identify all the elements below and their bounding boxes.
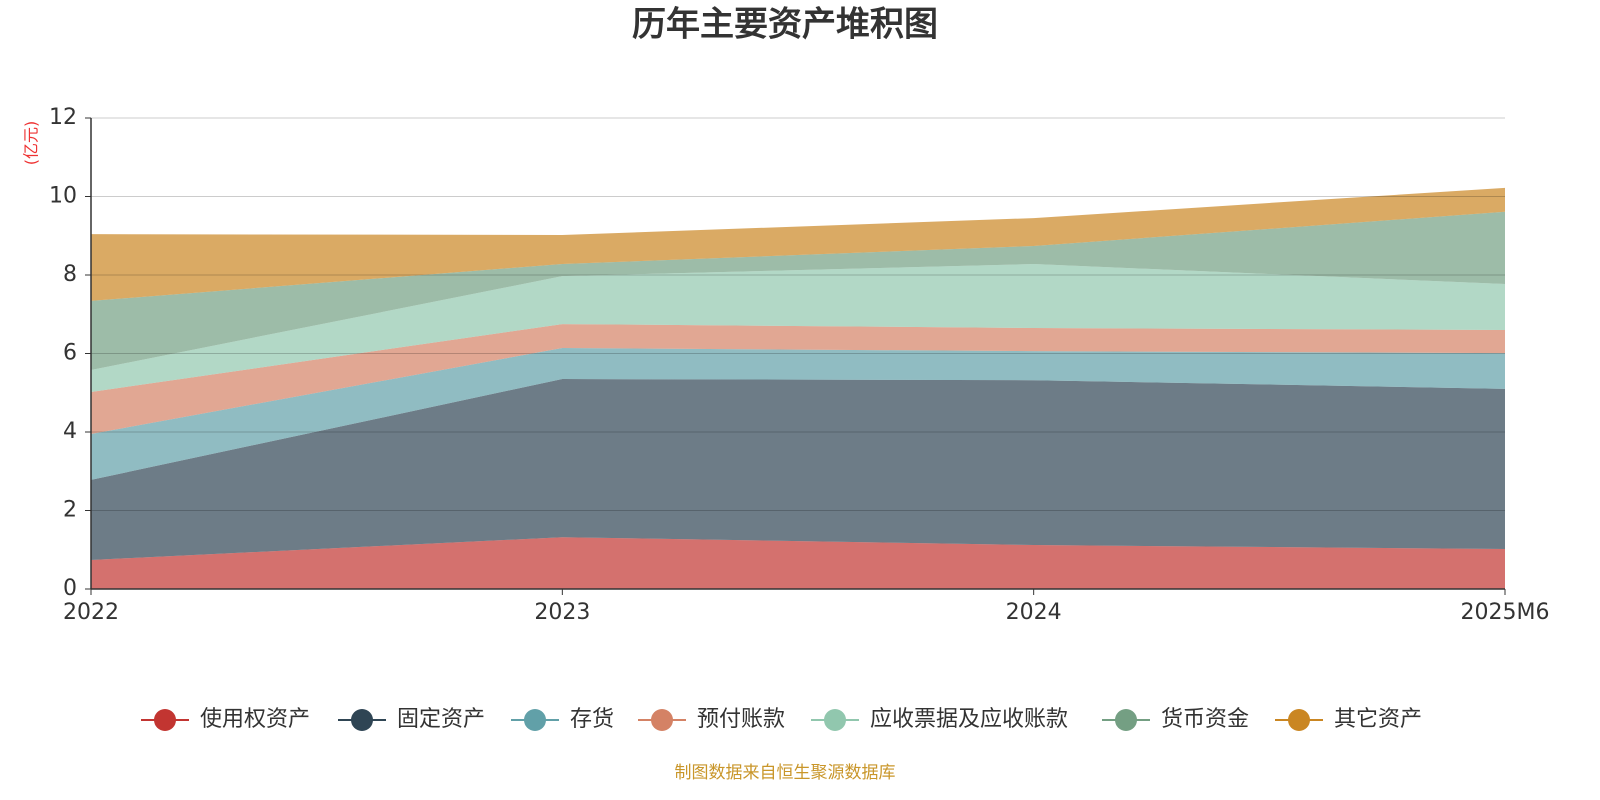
- x-tick-label: 2022: [63, 600, 119, 625]
- legend-label: 固定资产: [397, 707, 485, 732]
- area: [91, 187, 1505, 301]
- legend-marker: [824, 709, 846, 731]
- x-tick-label: 2023: [534, 600, 590, 625]
- legend-label: 应收票据及应收账款: [870, 707, 1068, 732]
- y-tick-label: 6: [63, 341, 77, 366]
- x-tick-label: 2024: [1006, 600, 1062, 625]
- y-axis-label: (亿元): [22, 121, 41, 166]
- y-tick-label: 8: [63, 262, 77, 287]
- chart-title: 历年主要资产堆积图: [632, 5, 938, 45]
- area: [91, 264, 1505, 392]
- legend-label: 预付账款: [697, 707, 785, 732]
- legend-marker: [351, 709, 373, 731]
- area: [91, 379, 1505, 560]
- area: [91, 537, 1505, 589]
- legend-label: 使用权资产: [200, 707, 310, 732]
- x-tick-label: 2025M6: [1461, 600, 1550, 625]
- y-tick-label: 0: [63, 576, 77, 601]
- legend-marker: [1115, 709, 1137, 731]
- legend-label: 存货: [570, 707, 614, 732]
- source-note: 制图数据来自恒生聚源数据库: [675, 763, 896, 783]
- y-tick-label: 12: [49, 105, 77, 130]
- y-tick-label: 10: [49, 184, 77, 209]
- area: [91, 348, 1505, 480]
- legend-marker: [524, 709, 546, 731]
- y-tick-label: 4: [63, 419, 77, 444]
- area: [91, 324, 1505, 434]
- legend-marker: [1288, 709, 1310, 731]
- legend-label: 其它资产: [1334, 707, 1422, 732]
- legend-marker: [154, 709, 176, 731]
- legend-label: 货币资金: [1161, 707, 1249, 732]
- area: [91, 211, 1505, 370]
- y-tick-label: 2: [63, 498, 77, 523]
- legend-marker: [651, 709, 673, 731]
